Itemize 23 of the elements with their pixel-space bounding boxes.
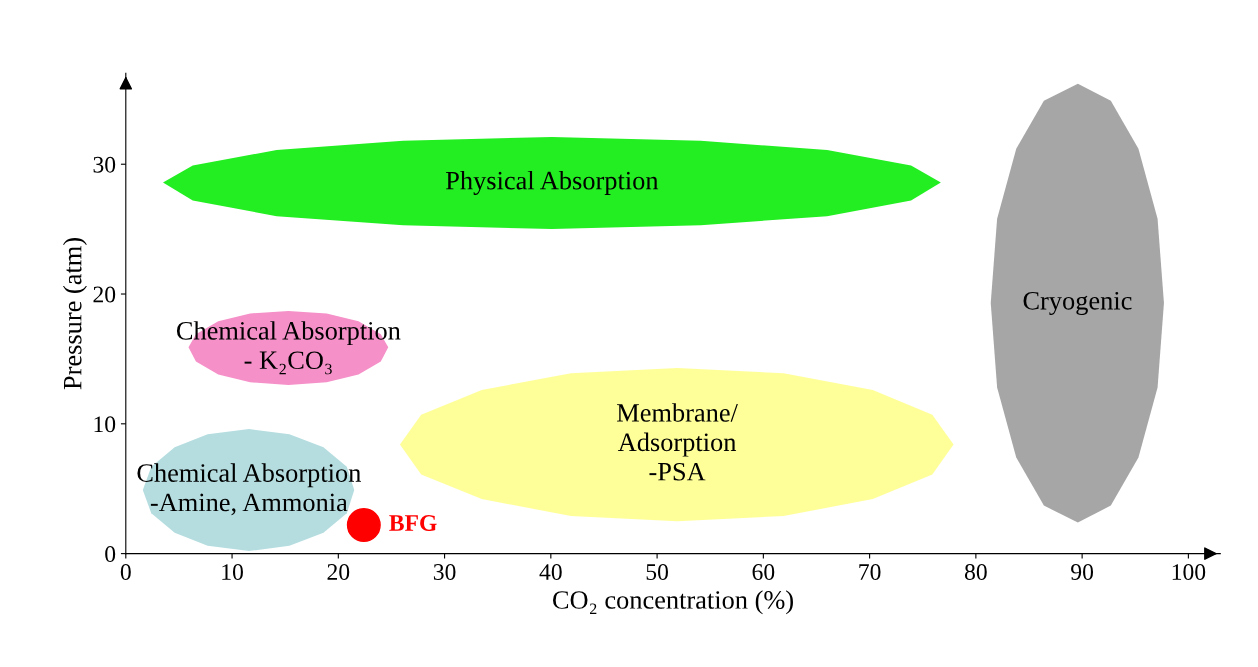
y-axis-title: Pressure (atm) <box>62 238 87 390</box>
x-tick-label: 40 <box>539 564 562 580</box>
series-label: BFG <box>389 515 437 531</box>
series-label: Membrane/ Adsorption -PSA <box>617 403 738 481</box>
x-axis-title: CO₂ concentration (%) <box>553 590 793 615</box>
x-tick-label: 70 <box>859 564 881 580</box>
x-tick-label: 90 <box>1071 564 1094 580</box>
series-label: Physical Absorption <box>445 170 659 195</box>
x-tick-label: 20 <box>327 564 350 580</box>
y-tick-label: 20 <box>93 286 116 303</box>
x-tick-label: 80 <box>964 564 987 580</box>
y-tick-label: 0 <box>105 546 116 563</box>
x-tick-label: 30 <box>433 564 456 580</box>
x-tick-label: 0 <box>120 564 131 580</box>
x-tick-label: 50 <box>646 564 668 580</box>
x-tick-label: 60 <box>752 564 775 580</box>
y-tick-label: 30 <box>93 156 116 173</box>
series-label: Chemical Absorption -Amine, Ammonia <box>137 463 361 516</box>
series-label: Cryogenic <box>1023 291 1132 316</box>
x-tick-label: 100 <box>1172 564 1206 580</box>
y-tick-label: 10 <box>94 416 116 433</box>
x-tick-label: 10 <box>222 564 243 580</box>
series-label: Chemical Absorption - K₂CO₃ <box>176 321 401 375</box>
